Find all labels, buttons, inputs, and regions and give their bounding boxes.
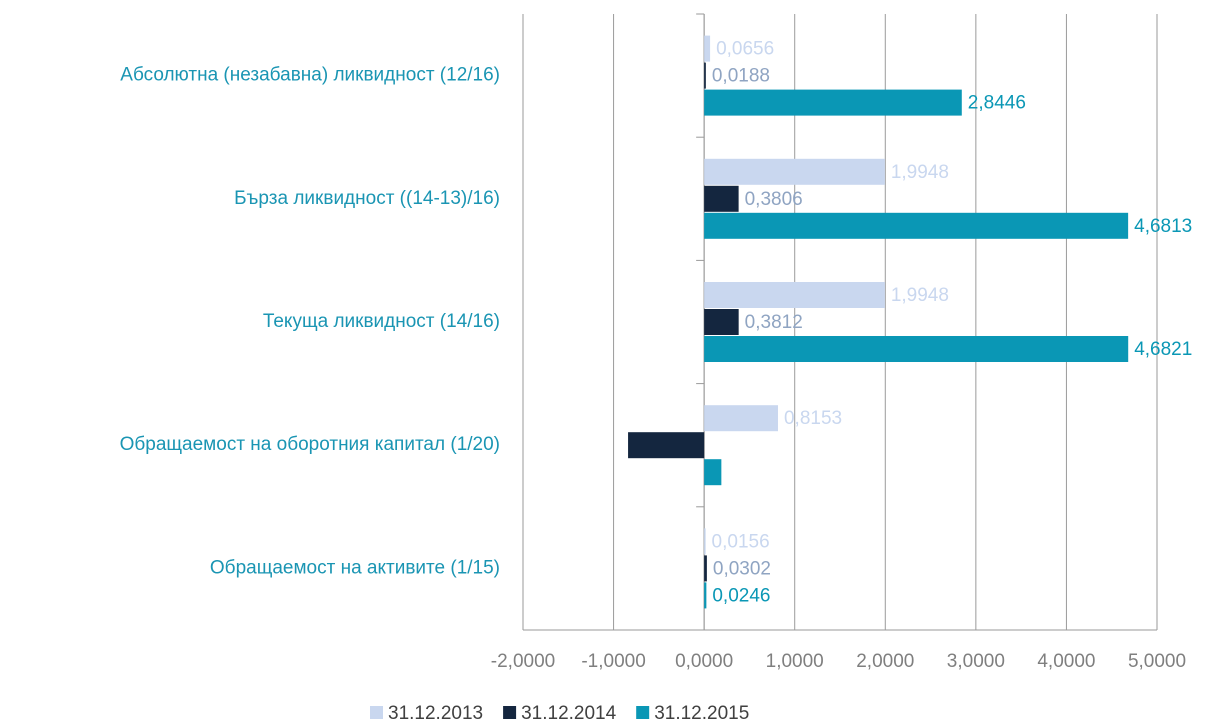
x-tick-label: 3,0000 (947, 651, 1005, 672)
x-tick-label: 0,0000 (675, 651, 733, 672)
bar (704, 62, 706, 89)
data-label: 4,6813 (1134, 216, 1192, 237)
category-label: Абсолютна (незабавна) ликвидност (12/16) (120, 65, 500, 86)
data-label: 0,0656 (716, 39, 774, 60)
data-label: 0,0302 (713, 558, 771, 579)
data-label: 0,0188 (712, 66, 770, 87)
legend-label: 31.12.2015 (654, 703, 749, 724)
bar (704, 555, 707, 582)
category-label: Бърза ликвидност ((14-13)/16) (234, 188, 500, 209)
data-label: 0,0246 (712, 585, 770, 606)
category-label: Обращаемост на оборотния капитал (1/20) (120, 434, 500, 455)
x-tick-label: 2,0000 (856, 651, 914, 672)
bar (704, 582, 707, 609)
data-label: 2,8446 (968, 93, 1026, 114)
data-label: 4,6821 (1134, 339, 1192, 360)
bar (704, 282, 885, 308)
legend-swatch (370, 706, 383, 719)
data-label: 0,8153 (784, 408, 842, 429)
data-label: 0,3806 (745, 189, 803, 210)
x-tick-label: 4,0000 (1037, 651, 1095, 672)
bar (628, 432, 705, 459)
x-tick-label: 5,0000 (1128, 651, 1186, 672)
bar (704, 459, 722, 486)
data-label: 1,9948 (891, 285, 949, 306)
bar (704, 158, 885, 185)
x-tick-label: -2,0000 (491, 651, 555, 672)
category-label: Текуща ликвидност (14/16) (263, 311, 500, 332)
data-label: 0,0156 (712, 531, 770, 552)
bar (704, 89, 962, 116)
data-label: 0,3812 (745, 312, 803, 333)
bar (704, 35, 711, 62)
data-label: 1,9948 (891, 162, 949, 183)
category-label: Обращаемост на активите (1/15) (210, 557, 500, 578)
legend-swatch (636, 706, 650, 719)
x-tick-label: 1,0000 (766, 651, 824, 672)
bar (704, 528, 706, 555)
bar (704, 212, 1129, 239)
bar (704, 309, 739, 335)
bar (704, 185, 739, 212)
bar (704, 405, 778, 432)
x-tick-label: -1,0000 (581, 651, 645, 672)
legend-label: 31.12.2014 (521, 703, 617, 724)
legend-swatch (503, 706, 517, 719)
bar (704, 336, 1129, 362)
legend-label: 31.12.2013 (388, 703, 483, 724)
